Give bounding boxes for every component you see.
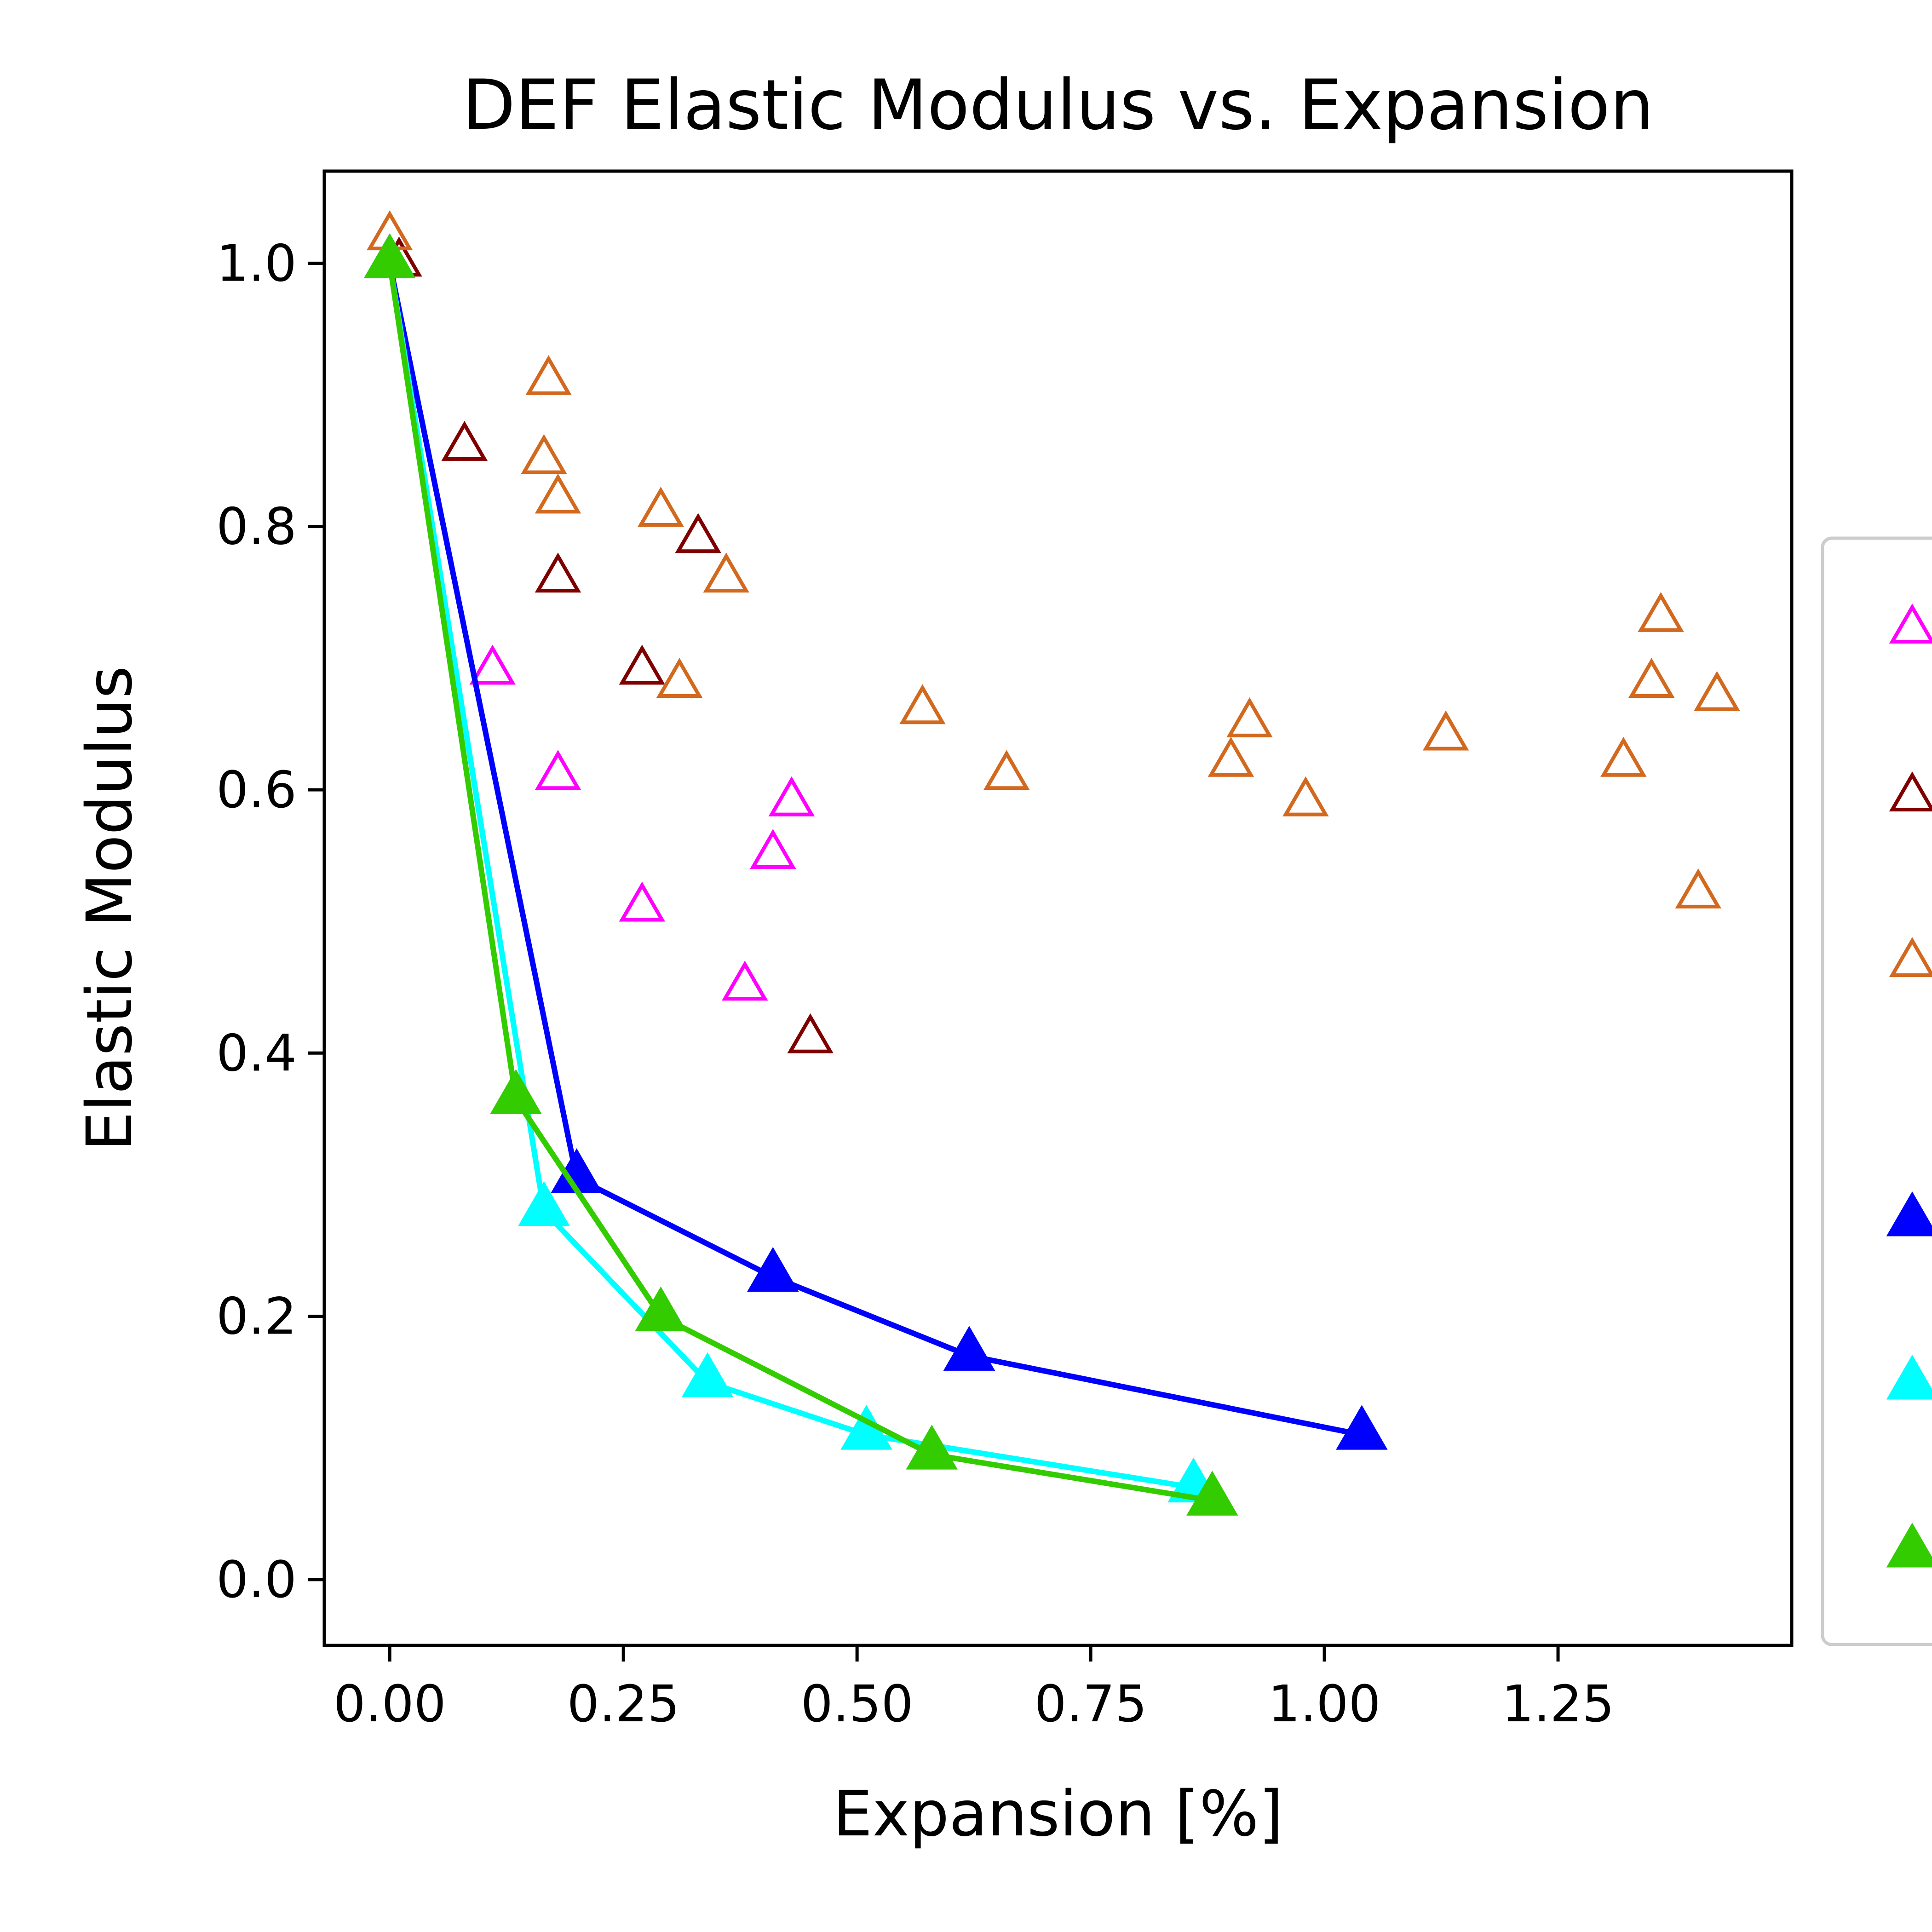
data-point — [619, 644, 666, 685]
data-point — [1186, 1471, 1238, 1516]
x-axis-label: Expansion [%] — [833, 1778, 1283, 1851]
series-3 — [366, 210, 1740, 908]
data-point — [490, 1069, 542, 1114]
legend — [1821, 536, 1932, 1646]
data-point — [1675, 868, 1722, 908]
data-point — [768, 776, 815, 816]
data-point — [1226, 697, 1273, 737]
data-point — [1628, 657, 1675, 698]
data-point — [525, 355, 572, 395]
data-point — [638, 486, 684, 527]
y-tick-label: 0.4 — [216, 1024, 297, 1082]
x-tick-label: 0.00 — [334, 1674, 446, 1733]
legend-marker-1 — [1889, 603, 1932, 644]
data-point — [441, 420, 488, 461]
data-point — [943, 1326, 995, 1371]
series-1 — [366, 236, 815, 1001]
data-point — [1282, 776, 1329, 816]
chart-title: DEF Elastic Modulus vs. Expansion — [462, 65, 1654, 145]
x-tick-label: 1.00 — [1268, 1674, 1381, 1733]
data-point — [635, 1286, 687, 1332]
legend-marker-6 — [1886, 1523, 1932, 1568]
y-tick-label: 0.6 — [216, 760, 297, 819]
data-point — [535, 750, 581, 790]
axis-ticks: 0.00 0.25 0.50 0.75 1.00 1.25 0.0 0.2 0.4 0.6 0.8 1… — [216, 234, 1614, 1733]
y-tick-label: 0.2 — [216, 1287, 297, 1346]
data-point — [1208, 736, 1254, 777]
data-point — [535, 473, 581, 514]
data-point — [983, 750, 1030, 790]
data-point — [1638, 592, 1684, 632]
data-point — [1600, 736, 1647, 777]
y-axis-label: Elastic Modulus — [74, 666, 146, 1151]
legend-marker-2 — [1889, 771, 1932, 811]
x-tick-label: 0.25 — [567, 1674, 680, 1733]
data-point — [681, 1352, 734, 1397]
plot-frame — [322, 169, 1794, 1647]
series-6 — [363, 233, 1238, 1516]
y-tick-label: 0.0 — [216, 1550, 297, 1609]
data-point — [1422, 710, 1469, 751]
legend-marker-5 — [1886, 1355, 1932, 1400]
data-point — [899, 684, 946, 724]
data-point — [787, 1013, 834, 1053]
legend-frame — [1821, 536, 1932, 1646]
data-point — [675, 513, 721, 553]
data-point — [656, 657, 703, 698]
data-point — [1694, 671, 1740, 711]
x-tick-label: 0.50 — [801, 1674, 914, 1733]
legend-marker-3 — [1889, 937, 1932, 977]
data-point — [469, 644, 516, 685]
data-point — [535, 552, 581, 593]
data-point — [747, 1247, 799, 1292]
data-point — [521, 434, 567, 474]
y-tick-label: 1.0 — [216, 234, 297, 293]
series-group — [363, 210, 1740, 1516]
y-tick-label: 0.8 — [216, 497, 297, 556]
data-point — [703, 552, 749, 593]
data-point — [363, 233, 416, 278]
data-point — [518, 1181, 570, 1226]
data-point — [906, 1425, 958, 1470]
legend-marker-4 — [1886, 1191, 1932, 1236]
data-point — [1336, 1405, 1388, 1450]
data-point — [750, 828, 796, 869]
data-point — [722, 960, 768, 1001]
x-tick-label: 1.25 — [1502, 1674, 1615, 1733]
data-point — [619, 881, 666, 922]
x-tick-label: 0.75 — [1035, 1674, 1147, 1733]
